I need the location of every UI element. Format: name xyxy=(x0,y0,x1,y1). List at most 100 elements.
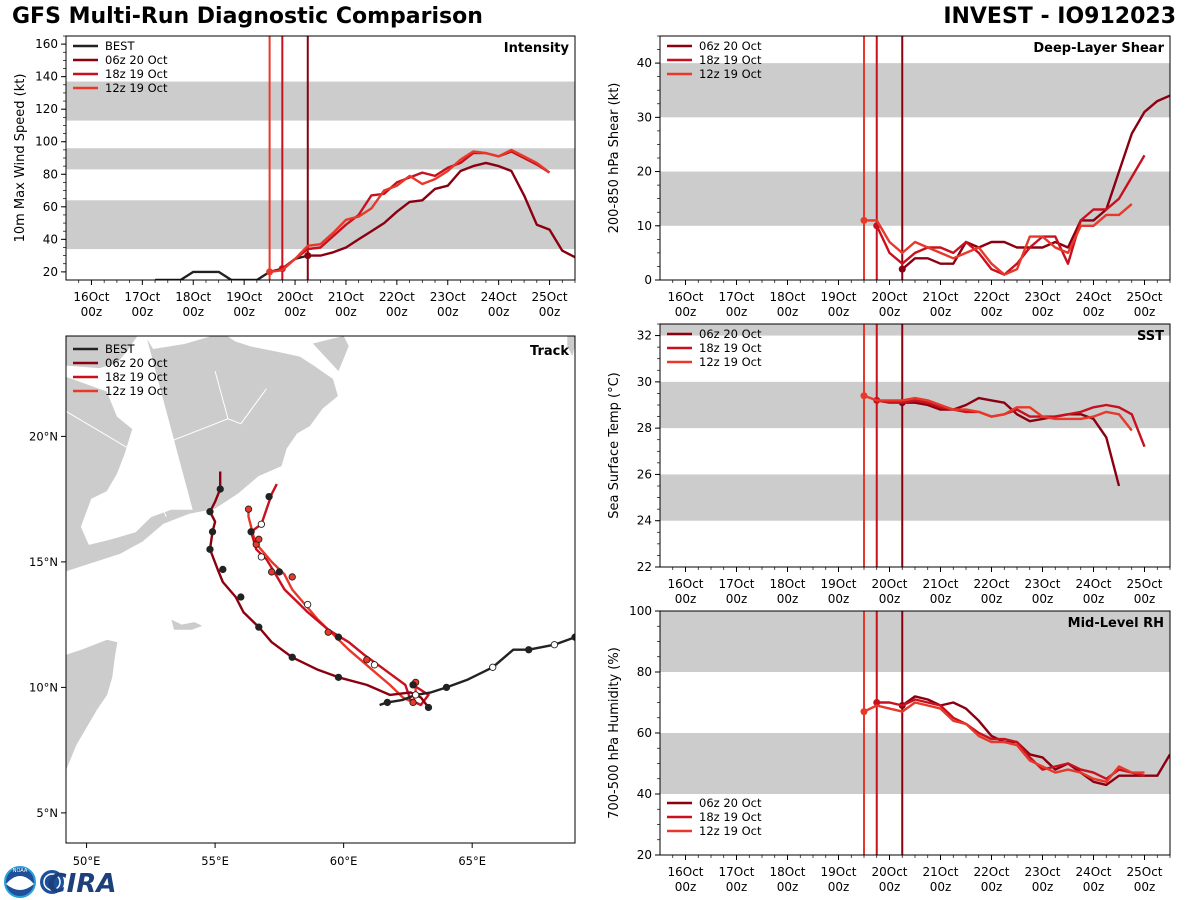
x-tick-label: 24Oct xyxy=(1075,290,1111,304)
x-tick-label: 19Oct xyxy=(820,577,856,591)
y-tick-label: 100 xyxy=(629,604,652,618)
island xyxy=(171,619,203,630)
track-point-18z-19-oct xyxy=(370,661,379,669)
legend-label-12z-19-oct: 12z 19 Oct xyxy=(699,67,762,81)
track-point-06z-20-oct xyxy=(255,623,263,631)
y-tick-label: 10 xyxy=(637,219,652,233)
legend-label-best: BEST xyxy=(105,39,135,53)
track-point-18z-19-oct xyxy=(275,568,284,576)
x-tick-label: 00z xyxy=(1083,592,1105,606)
x-tick-label: 17Oct xyxy=(718,290,754,304)
track-point-06z-20-oct xyxy=(206,508,214,516)
legend-label-18z-19-oct: 18z 19 Oct xyxy=(699,53,762,67)
panel-title: Track xyxy=(530,344,569,359)
track-line-18z-19-oct xyxy=(249,483,430,707)
lat-label: 10°N xyxy=(29,680,58,694)
border-line xyxy=(240,388,267,425)
x-tick-label: 16Oct xyxy=(73,290,109,304)
legend-label-06z-20-oct: 06z 20 Oct xyxy=(105,53,168,67)
x-tick-label: 18Oct xyxy=(769,290,805,304)
x-tick-label: 00z xyxy=(981,592,1003,606)
cira-globe-ring xyxy=(43,873,61,891)
y-tick-label: 60 xyxy=(637,726,652,740)
track-point-06z-20-oct xyxy=(424,703,433,712)
legend-label-06z-20-oct: 06z 20 Oct xyxy=(105,356,168,370)
island xyxy=(567,336,575,357)
noaa-logo-text: NOAA xyxy=(13,868,28,874)
x-tick-label: 23Oct xyxy=(1024,577,1060,591)
track-point-best xyxy=(411,691,420,699)
track-point-18z-19-oct xyxy=(409,681,417,689)
plot-area-sst xyxy=(660,324,1170,567)
legend-label-06z-20-oct: 06z 20 Oct xyxy=(699,327,762,341)
x-tick-label: 22Oct xyxy=(973,290,1009,304)
x-tick-label: 00z xyxy=(1134,880,1156,894)
series-line-06z-20-oct xyxy=(901,94,1170,271)
track-point-12z-19-oct xyxy=(363,656,371,664)
x-tick-label: 16Oct xyxy=(667,577,703,591)
legend-label-12z-19-oct: 12z 19 Oct xyxy=(105,384,168,398)
x-tick-label: 00z xyxy=(81,305,103,319)
track-point-18z-19-oct xyxy=(334,633,343,641)
series-line-06z-20-oct xyxy=(901,695,1170,787)
legend-label-12z-19-oct: 12z 19 Oct xyxy=(699,355,762,369)
x-tick-label: 00z xyxy=(386,305,408,319)
y-tick-label: 80 xyxy=(637,665,652,679)
start-point-12z-19-oct xyxy=(266,268,274,276)
x-tick-label: 19Oct xyxy=(226,290,262,304)
track-point-18z-19-oct xyxy=(303,600,312,609)
x-tick-label: 00z xyxy=(284,305,306,319)
y-tick-label: 60 xyxy=(43,200,58,214)
lat-label: 15°N xyxy=(29,555,58,569)
series-line-12z-19-oct xyxy=(269,148,551,274)
x-tick-label: 00z xyxy=(726,305,748,319)
y-tick-label: 160 xyxy=(35,37,58,51)
shade-band xyxy=(660,63,1170,118)
x-tick-label: 00z xyxy=(233,305,255,319)
x-tick-label: 00z xyxy=(777,880,799,894)
x-tick-label: 00z xyxy=(981,305,1003,319)
y-tick-label: 100 xyxy=(35,135,58,149)
x-tick-label: 00z xyxy=(828,880,850,894)
track-point-18z-19-oct xyxy=(257,553,266,561)
x-tick-label: 21Oct xyxy=(922,865,958,879)
x-tick-label: 00z xyxy=(879,305,901,319)
panel-title: Deep-Layer Shear xyxy=(1033,41,1164,56)
legend-label-18z-19-oct: 18z 19 Oct xyxy=(105,370,168,384)
land-somalia xyxy=(66,639,118,843)
y-tick-label: 40 xyxy=(637,787,652,801)
x-tick-label: 21Oct xyxy=(922,290,958,304)
plot-area-intensity xyxy=(66,36,575,280)
map-area xyxy=(66,336,575,843)
x-tick-label: 21Oct xyxy=(328,290,364,304)
start-point-06z-20-oct xyxy=(898,265,906,273)
x-tick-label: 20Oct xyxy=(871,865,907,879)
track-point-best xyxy=(550,641,559,649)
y-tick-label: 120 xyxy=(35,102,58,116)
x-tick-label: 16Oct xyxy=(667,290,703,304)
land-oman-tip xyxy=(312,336,349,372)
panel-track: 50°E 55°E 60°E 65°E 5°N 10°N 15°N 20°N Track BEST… xyxy=(29,335,576,868)
y-tick-label: 40 xyxy=(637,56,652,70)
x-tick-label: 19Oct xyxy=(820,865,856,879)
y-axis-label: 200-850 hPa Shear (kt) xyxy=(607,83,622,234)
x-tick-label: 00z xyxy=(930,592,952,606)
shade-band xyxy=(66,81,575,121)
x-tick-label: 00z xyxy=(828,305,850,319)
border-line xyxy=(137,453,167,517)
land-arabia xyxy=(66,336,340,573)
track-point-18z-19-oct xyxy=(247,528,255,536)
x-tick-label: 22Oct xyxy=(973,577,1009,591)
track-point-06z-20-oct xyxy=(206,545,214,553)
x-tick-label: 18Oct xyxy=(769,865,805,879)
x-tick-label: 17Oct xyxy=(718,865,754,879)
x-tick-label: 23Oct xyxy=(1024,865,1060,879)
x-tick-label: 00z xyxy=(675,592,697,606)
lon-label: 55°E xyxy=(201,854,229,868)
map-frame xyxy=(65,335,576,844)
x-tick-label: 21Oct xyxy=(922,577,958,591)
shade-band xyxy=(66,148,575,170)
